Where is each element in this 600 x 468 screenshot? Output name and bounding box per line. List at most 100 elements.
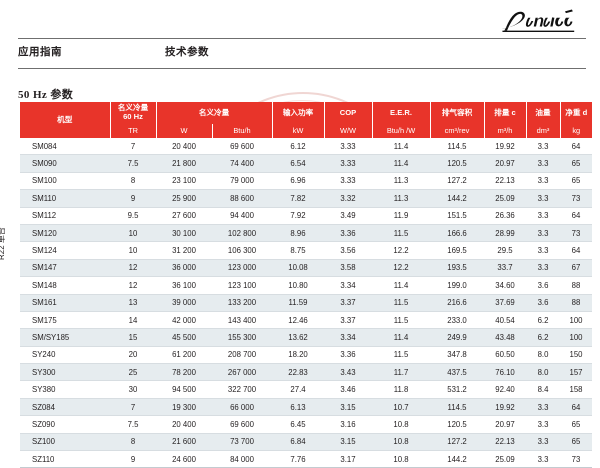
cell-watt: 24 600 bbox=[156, 450, 212, 468]
cell-weight: 158 bbox=[560, 380, 592, 399]
cell-flow: 25.09 bbox=[484, 189, 526, 208]
group-label-text: R22 单台 bbox=[0, 227, 6, 260]
cell-displacement-volume: 127.2 bbox=[430, 172, 484, 191]
cell-oil: 6.2 bbox=[526, 328, 560, 347]
cell-weight: 100 bbox=[560, 311, 592, 330]
cell-weight: 88 bbox=[560, 276, 592, 295]
cell-flow: 40.54 bbox=[484, 311, 526, 330]
table-row: SZ110 9 24 600 84 000 7.76 3.17 10.8 144.2 25.09… bbox=[20, 450, 592, 468]
unit-dm3: dm³ bbox=[526, 124, 561, 138]
unit-watt-per-watt: W/W bbox=[324, 124, 373, 138]
cell-flow: 25.09 bbox=[484, 450, 526, 468]
cell-weight: 65 bbox=[560, 172, 592, 191]
cell-model: SZ100 bbox=[20, 433, 110, 452]
cell-watt: 20 400 bbox=[156, 138, 212, 156]
cell-btuh: 74 400 bbox=[212, 154, 272, 173]
cell-oil: 3.3 bbox=[526, 172, 560, 191]
unit-tr: TR bbox=[110, 124, 157, 138]
cell-watt: 21 600 bbox=[156, 433, 212, 452]
cell-eer: 11.7 bbox=[372, 363, 430, 382]
cell-model: SM090 bbox=[20, 154, 110, 173]
cell-tr: 10 bbox=[110, 241, 156, 260]
cell-tr: 7 bbox=[110, 138, 156, 156]
cell-model: SM112 bbox=[20, 207, 110, 225]
col-header-eer: E.E.R. bbox=[372, 102, 431, 124]
unit-m3-per-hour: m³/h bbox=[484, 124, 527, 138]
cell-model: SM120 bbox=[20, 224, 110, 243]
cell-cop: 3.46 bbox=[324, 380, 372, 399]
cell-cop: 3.15 bbox=[324, 433, 372, 452]
cell-tr: 30 bbox=[110, 380, 156, 399]
cell-oil: 3.3 bbox=[526, 207, 560, 225]
cell-flow: 19.92 bbox=[484, 138, 526, 156]
unit-watt: W bbox=[156, 124, 213, 138]
cell-tr: 9 bbox=[110, 450, 156, 468]
cell-btuh: 106 300 bbox=[212, 241, 272, 260]
cell-model: SY380 bbox=[20, 380, 110, 399]
cell-btuh: 208 700 bbox=[212, 346, 272, 365]
danfoss-logo bbox=[496, 6, 588, 36]
cell-btuh: 69 600 bbox=[212, 415, 272, 434]
cell-model: SM148 bbox=[20, 276, 110, 295]
table-row: SM/SY185 15 45 500 155 300 13.62 3.34 11.4 249.… bbox=[20, 328, 592, 347]
cell-oil: 3.6 bbox=[526, 276, 560, 295]
cell-btuh: 88 600 bbox=[212, 189, 272, 208]
cell-weight: 88 bbox=[560, 294, 592, 312]
cell-btuh: 155 300 bbox=[212, 328, 272, 347]
cell-btuh: 102 800 bbox=[212, 224, 272, 243]
cell-tr: 8 bbox=[110, 172, 156, 191]
col-header-nominal-capacity: 名义冷量 bbox=[156, 102, 273, 124]
unit-btu-per-hour-watt: Btu/h /W bbox=[372, 124, 431, 138]
cell-flow: 22.13 bbox=[484, 433, 526, 452]
spec-table-head: 机型 名义冷量 60 Hz 名义冷量 输入功率 COP E.E.R. 排气容积 … bbox=[20, 102, 592, 138]
cell-watt: 19 300 bbox=[156, 398, 212, 417]
cell-weight: 157 bbox=[560, 363, 592, 382]
cell-eer: 11.4 bbox=[372, 138, 430, 156]
cell-watt: 61 200 bbox=[156, 346, 212, 365]
cell-model: SM161 bbox=[20, 294, 110, 312]
cell-eer: 11.8 bbox=[372, 380, 430, 399]
cell-eer: 10.7 bbox=[372, 398, 430, 417]
cell-eer: 11.4 bbox=[372, 276, 430, 295]
col-header-model: 机型 bbox=[20, 102, 111, 138]
unit-btu-per-hour: Btu/h bbox=[212, 124, 273, 138]
cell-tr: 9 bbox=[110, 189, 156, 208]
table-row: SM147 12 36 000 123 000 10.08 3.58 12.2 193.5 33… bbox=[20, 259, 592, 278]
cell-watt: 45 500 bbox=[156, 328, 212, 347]
cell-watt: 20 400 bbox=[156, 415, 212, 434]
cell-cop: 3.36 bbox=[324, 224, 372, 243]
cell-displacement-volume: 151.5 bbox=[430, 207, 484, 225]
cell-eer: 12.2 bbox=[372, 259, 430, 278]
table-row: SY300 25 78 200 267 000 22.83 3.43 11.7 437.5 76… bbox=[20, 363, 592, 382]
cell-kw: 10.80 bbox=[272, 276, 324, 295]
section-title: 50 Hz 参数 bbox=[18, 89, 74, 101]
cell-cop: 3.49 bbox=[324, 207, 372, 225]
cell-kw: 8.75 bbox=[272, 241, 324, 260]
header-rule-top bbox=[18, 38, 586, 39]
col-header-cop: COP bbox=[324, 102, 373, 124]
header-left-label: 应用指南 bbox=[18, 46, 62, 58]
cell-oil: 3.3 bbox=[526, 433, 560, 452]
cell-weight: 65 bbox=[560, 415, 592, 434]
cell-oil: 8.4 bbox=[526, 380, 560, 399]
cell-cop: 3.16 bbox=[324, 415, 372, 434]
cell-btuh: 79 000 bbox=[212, 172, 272, 191]
cell-oil: 3.3 bbox=[526, 154, 560, 173]
cell-cop: 3.36 bbox=[324, 346, 372, 365]
col-header-oil-charge: 油量 bbox=[526, 102, 561, 124]
table-row: SM090 7.5 21 800 74 400 6.54 3.33 11.4 120.5 20.… bbox=[20, 154, 592, 173]
cell-displacement-volume: 114.5 bbox=[430, 398, 484, 417]
cell-oil: 3.3 bbox=[526, 398, 560, 417]
cell-model: SZ090 bbox=[20, 415, 110, 434]
cell-tr: 7.5 bbox=[110, 154, 156, 173]
cell-model: SM084 bbox=[20, 138, 110, 156]
cell-displacement-volume: 169.5 bbox=[430, 241, 484, 260]
cell-watt: 23 100 bbox=[156, 172, 212, 191]
cell-displacement-volume: 114.5 bbox=[430, 138, 484, 156]
cell-kw: 22.83 bbox=[272, 363, 324, 382]
cell-flow: 19.92 bbox=[484, 398, 526, 417]
col-header-nominal-60hz-line2: 60 Hz bbox=[123, 112, 143, 121]
cell-btuh: 133 200 bbox=[212, 294, 272, 312]
table-row: SM120 10 30 100 102 800 8.96 3.36 11.5 166.6 28.… bbox=[20, 224, 592, 243]
cell-kw: 11.59 bbox=[272, 294, 324, 312]
